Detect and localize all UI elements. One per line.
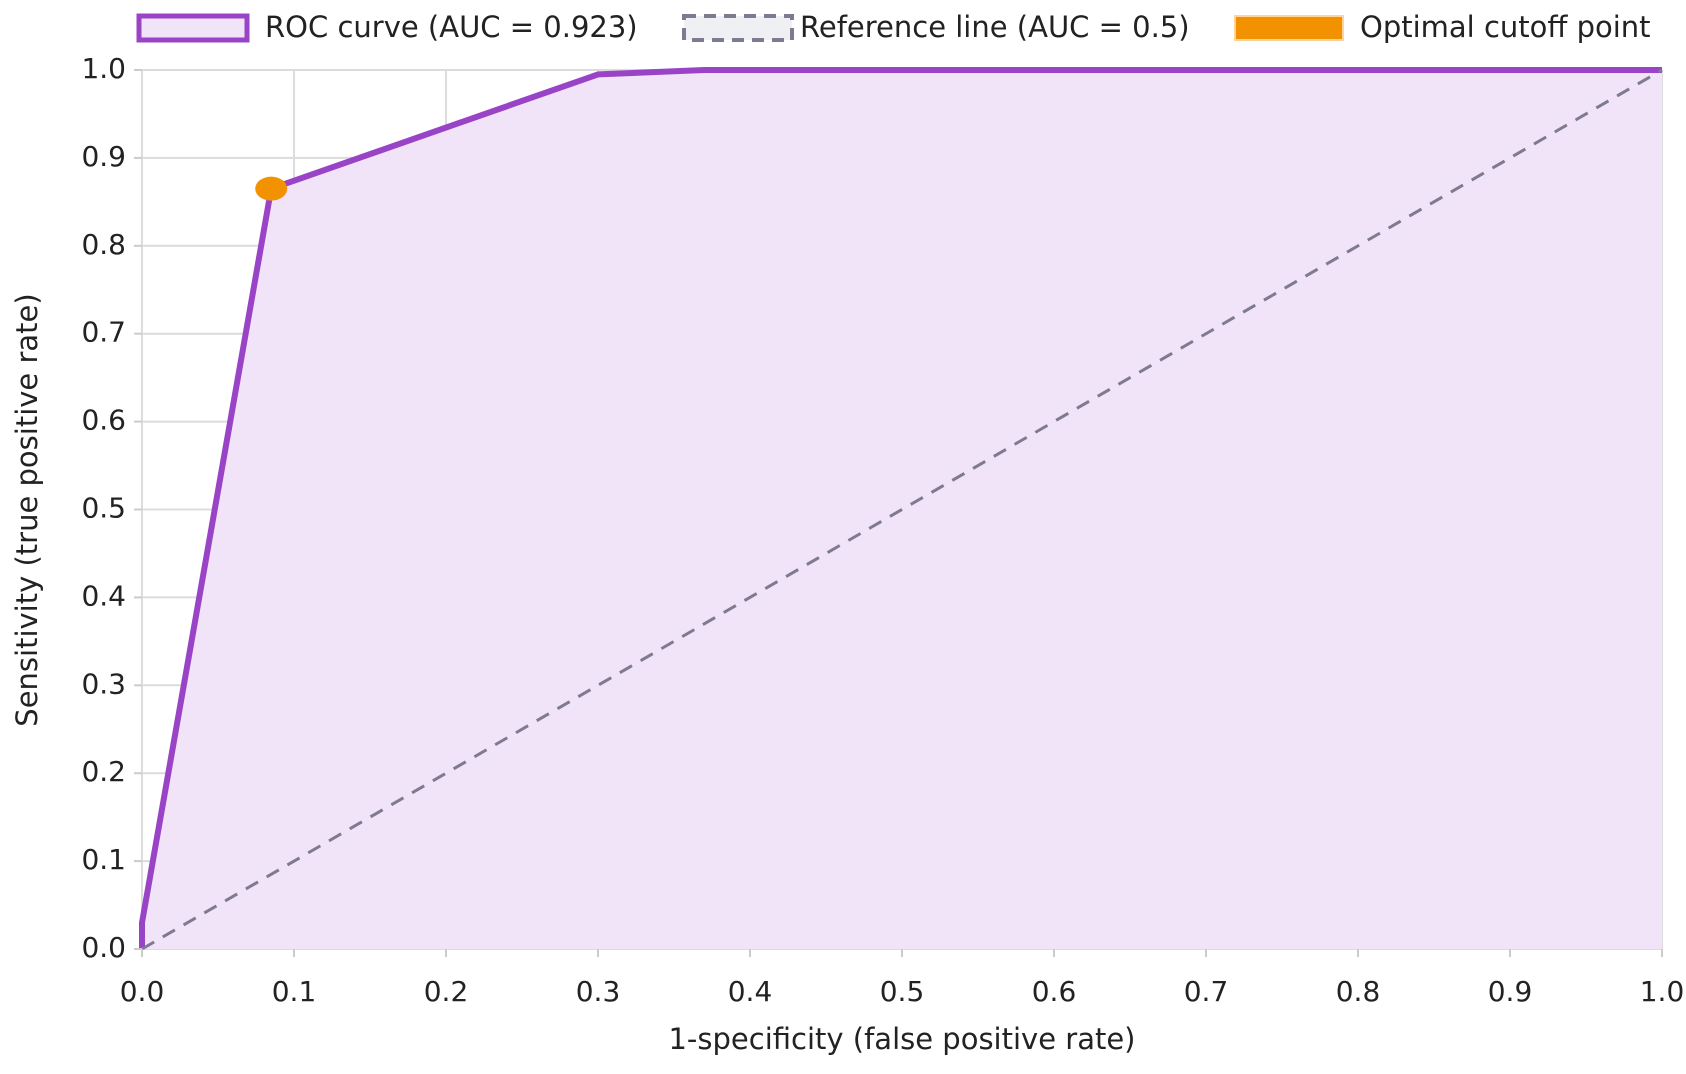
y-tick-label: 0.3 (81, 667, 126, 700)
x-axis-label: 1-specificity (false positive rate) (668, 1022, 1135, 1056)
legend: ROC curve (AUC = 0.923) Reference line (A… (136, 10, 1651, 44)
legend-label: Optimal cutoff point (1360, 10, 1651, 44)
x-tick-label: 0.9 (1488, 975, 1533, 1008)
legend-swatch (136, 13, 250, 43)
x-tick-label: 1.0 (1640, 975, 1685, 1008)
y-tick-label: 0.5 (81, 492, 126, 525)
legend-swatch (682, 14, 794, 42)
x-tick-label: 0.2 (424, 975, 469, 1008)
x-tick-label: 0.8 (1336, 975, 1381, 1008)
x-tick-label: 0.7 (1184, 975, 1229, 1008)
legend-swatch (1234, 15, 1344, 41)
y-tick-label: 0.9 (81, 140, 126, 173)
x-tick-label: 0.4 (728, 975, 773, 1008)
legend-label: Reference line (AUC = 0.5) (800, 10, 1190, 44)
cutoff-point (255, 176, 288, 201)
ticks: 0.0 0.1 0.2 0.3 0.4 0.5 0.6 0.7 0.8 0.9 1.0 0.0 0.1 0… (81, 52, 1684, 1008)
x-tick-label: 0.0 (120, 975, 165, 1008)
roc-line (139, 67, 1662, 949)
y-tick-label: 0.0 (81, 931, 126, 964)
y-axis-label: Sensitivity (true positive rate) (10, 293, 44, 726)
y-tick-label: 0.8 (81, 228, 126, 261)
data (139, 67, 1663, 951)
y-tick-label: 1.0 (81, 52, 126, 85)
x-tick-label: 0.1 (272, 975, 317, 1008)
y-tick-label: 0.4 (81, 579, 126, 612)
y-tick-label: 0.2 (81, 755, 126, 788)
x-tick-label: 0.6 (1032, 975, 1077, 1008)
x-tick-label: 0.5 (880, 975, 925, 1008)
x-tick-label: 0.3 (576, 975, 621, 1008)
reference-line (141, 68, 1663, 951)
legend-label: ROC curve (AUC = 0.923) (265, 10, 638, 44)
y-tick-label: 0.7 (81, 316, 126, 349)
y-tick-label: 0.1 (81, 843, 126, 876)
y-tick-label: 0.6 (81, 404, 126, 437)
